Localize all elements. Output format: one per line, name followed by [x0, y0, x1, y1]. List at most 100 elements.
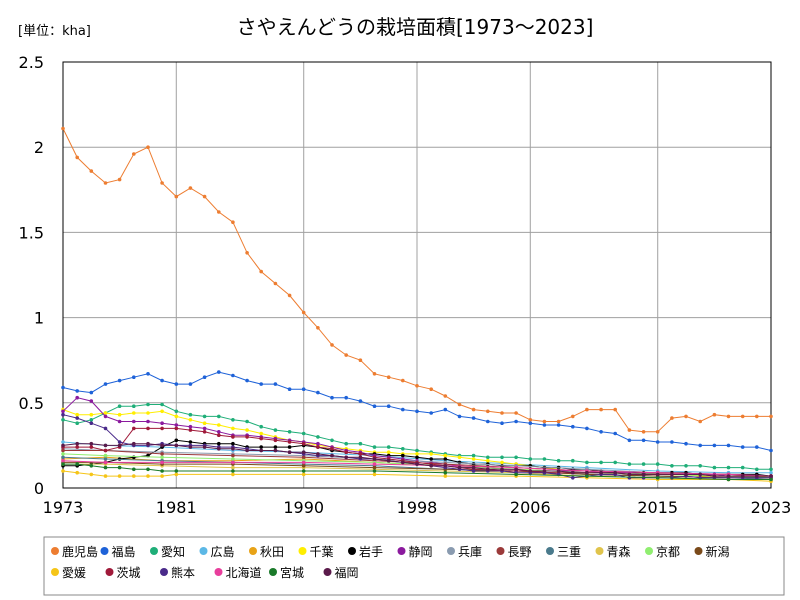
- x-tick-label: 1990: [283, 498, 324, 517]
- data-point: [160, 474, 164, 478]
- series-line: [63, 463, 771, 480]
- data-point: [386, 450, 391, 455]
- data-point: [146, 145, 150, 149]
- data-point: [117, 440, 122, 444]
- data-point: [174, 438, 179, 443]
- data-point: [698, 464, 702, 468]
- data-point: [358, 358, 363, 363]
- data-point: [585, 460, 589, 465]
- data-point: [655, 462, 660, 466]
- data-point: [486, 409, 490, 414]
- data-point: [188, 412, 193, 417]
- data-point: [641, 462, 646, 466]
- data-point: [670, 464, 674, 468]
- legend-item: 京都: [645, 545, 680, 559]
- data-point: [132, 467, 136, 472]
- data-point: [755, 467, 759, 472]
- legend-label: 青森: [607, 544, 631, 559]
- data-point: [344, 395, 349, 400]
- data-point: [202, 194, 207, 199]
- legend-swatch: [51, 547, 59, 555]
- data-point: [457, 414, 462, 419]
- data-point: [486, 455, 490, 460]
- data-point: [429, 411, 434, 415]
- data-point: [259, 436, 264, 441]
- data-point: [599, 430, 603, 434]
- data-point: [61, 385, 65, 390]
- data-point: [217, 433, 221, 438]
- legend-label: 長野: [508, 545, 532, 559]
- legend-item: 岩手: [348, 544, 383, 559]
- y-tick-label: 2.5: [19, 53, 44, 72]
- data-point: [740, 445, 745, 449]
- data-point: [217, 210, 221, 214]
- data-point: [174, 443, 179, 448]
- legend-item: 青森: [595, 544, 631, 559]
- legend-swatch: [595, 547, 604, 555]
- data-point: [429, 387, 434, 392]
- data-point: [61, 462, 65, 466]
- data-point: [542, 423, 547, 427]
- legend-item: 愛知: [150, 545, 185, 559]
- data-point: [160, 181, 164, 185]
- data-point: [89, 472, 94, 477]
- data-point: [571, 458, 575, 463]
- data-point: [231, 418, 235, 422]
- data-point: [726, 465, 731, 470]
- y-tick-label: 1: [34, 309, 44, 328]
- data-point: [457, 460, 462, 465]
- data-point: [301, 431, 306, 436]
- data-point: [103, 457, 108, 461]
- data-point: [75, 412, 79, 417]
- data-point: [486, 467, 490, 472]
- data-point: [160, 452, 164, 456]
- data-point: [401, 460, 405, 465]
- data-point: [443, 457, 448, 461]
- data-point: [132, 152, 136, 156]
- data-point: [61, 452, 65, 456]
- data-point: [174, 469, 179, 473]
- data-point: [528, 457, 533, 461]
- data-point: [655, 472, 660, 477]
- data-point: [202, 445, 207, 449]
- legend-item: 福岡: [323, 565, 359, 580]
- data-point: [514, 455, 518, 460]
- data-point: [344, 441, 349, 446]
- data-point: [259, 448, 264, 453]
- data-point: [457, 455, 462, 460]
- data-point: [117, 419, 122, 424]
- series-line: [63, 461, 771, 479]
- data-point: [486, 419, 490, 424]
- data-point: [75, 462, 79, 466]
- data-point: [75, 441, 79, 446]
- data-point: [103, 465, 108, 470]
- data-point: [132, 404, 136, 409]
- y-tick-label: 2: [34, 138, 44, 157]
- data-point: [174, 409, 179, 414]
- data-point: [500, 411, 504, 415]
- data-point: [585, 407, 589, 412]
- data-point: [528, 469, 533, 473]
- data-point: [75, 470, 79, 475]
- data-point: [655, 430, 660, 434]
- data-point: [146, 419, 150, 424]
- data-point: [627, 462, 632, 466]
- x-axis: 1973 1981 1990 1998 2006 2015 2023: [43, 498, 792, 517]
- data-point: [344, 450, 349, 455]
- legend-swatch: [105, 568, 114, 576]
- data-point: [188, 428, 193, 432]
- data-point: [217, 414, 221, 419]
- data-point: [188, 440, 193, 444]
- plot-area: [62, 61, 772, 489]
- series-鹿児島: [61, 126, 773, 434]
- data-point: [259, 431, 264, 436]
- data-point: [372, 462, 377, 466]
- data-point: [231, 426, 235, 431]
- data-point: [401, 378, 405, 383]
- data-point: [500, 421, 504, 426]
- data-point: [627, 438, 632, 443]
- data-point: [103, 460, 108, 465]
- data-point: [202, 421, 207, 426]
- data-point: [556, 469, 561, 473]
- data-point: [755, 414, 759, 419]
